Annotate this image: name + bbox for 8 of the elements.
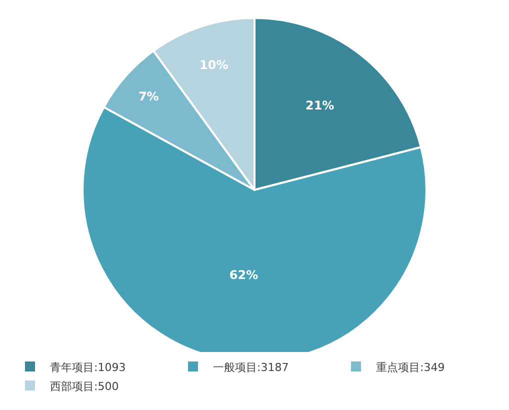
data-label: 7% [138,90,159,104]
legend-label: 青年项目:1093 [50,360,126,374]
data-label: 10% [200,58,228,72]
data-label: 62% [229,268,258,282]
legend-label: 西部项目:500 [50,380,119,393]
legend-label: 重点项目:349 [376,360,445,374]
data-label: 21% [305,98,334,113]
legend-label: 一般项目:3187 [213,360,289,374]
